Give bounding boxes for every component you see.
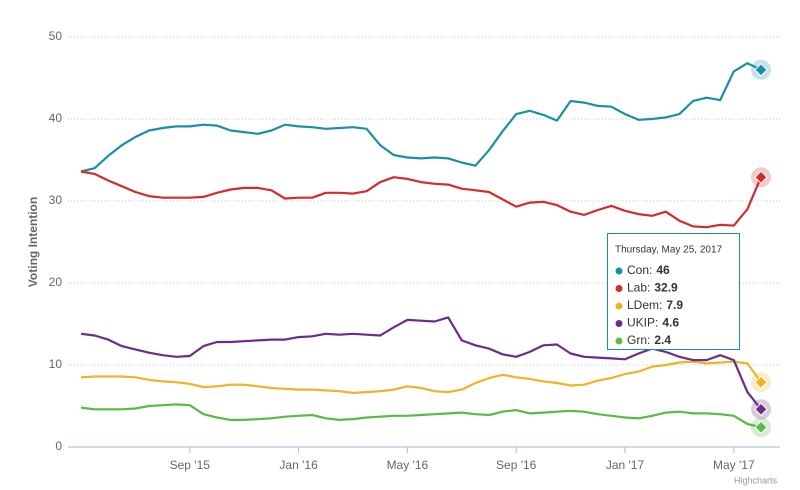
tooltip-bullet [615, 320, 623, 327]
tooltip-value: 32.9 [654, 281, 678, 295]
point-marker [754, 170, 768, 184]
tooltip-label: Con: [627, 263, 652, 277]
tooltip-label: Grn: [627, 333, 650, 347]
y-tick-label: 0 [55, 439, 62, 453]
tooltip-row: LDem: 7.9 [627, 298, 683, 312]
tooltip-bullet [615, 285, 623, 292]
credits[interactable]: Highcharts [734, 475, 778, 485]
tooltip-value: 46 [656, 263, 670, 277]
x-tick-label: Jan '17 [606, 458, 645, 472]
y-tick-label: 50 [49, 29, 63, 43]
series-line [80, 316, 762, 410]
y-axis-title: Voting Intention [26, 197, 40, 287]
tooltip-row: Lab: 32.9 [627, 281, 678, 295]
y-tick-label: 20 [49, 275, 63, 289]
x-tick-label: May '16 [387, 458, 429, 472]
y-tick-label: 40 [49, 111, 63, 125]
point-marker [754, 63, 768, 77]
tooltip-bullet [615, 267, 623, 275]
y-tick-label: 10 [49, 357, 63, 371]
tooltip-label: UKIP: [627, 316, 658, 330]
series-line [80, 170, 763, 229]
series-line [80, 62, 762, 173]
tooltip-value: 4.6 [662, 316, 679, 330]
y-tick-label: 30 [49, 193, 63, 207]
x-tick-label: Sep '16 [496, 458, 537, 472]
tooltip-row: Grn: 2.4 [627, 333, 671, 347]
x-tick-label: Jan '16 [279, 458, 318, 472]
tooltip-label: Lab: [627, 281, 650, 295]
point-marker [754, 402, 768, 416]
x-tick-label: May '17 [713, 458, 755, 472]
point-marker [754, 420, 768, 435]
tooltip-bullet [615, 337, 623, 345]
tooltip-label: LDem: [627, 298, 662, 312]
series-line [80, 403, 762, 429]
tooltip-title: Thursday, May 25, 2017 [615, 245, 723, 256]
tooltip-row: UKIP: 4.6 [627, 316, 679, 330]
x-tick-label: Sep '15 [170, 458, 211, 472]
series-line [80, 360, 762, 394]
tooltip-value: 2.4 [654, 333, 671, 347]
point-marker [754, 375, 768, 389]
tooltip-box [607, 233, 740, 350]
tooltip-value: 7.9 [666, 298, 683, 312]
tooltip: Thursday, May 25, 2017 Con: 46 Lab: 32.9 LDem… [607, 233, 740, 350]
tooltip-bullet [615, 302, 623, 310]
tooltip-row: Con: 46 [627, 263, 670, 277]
